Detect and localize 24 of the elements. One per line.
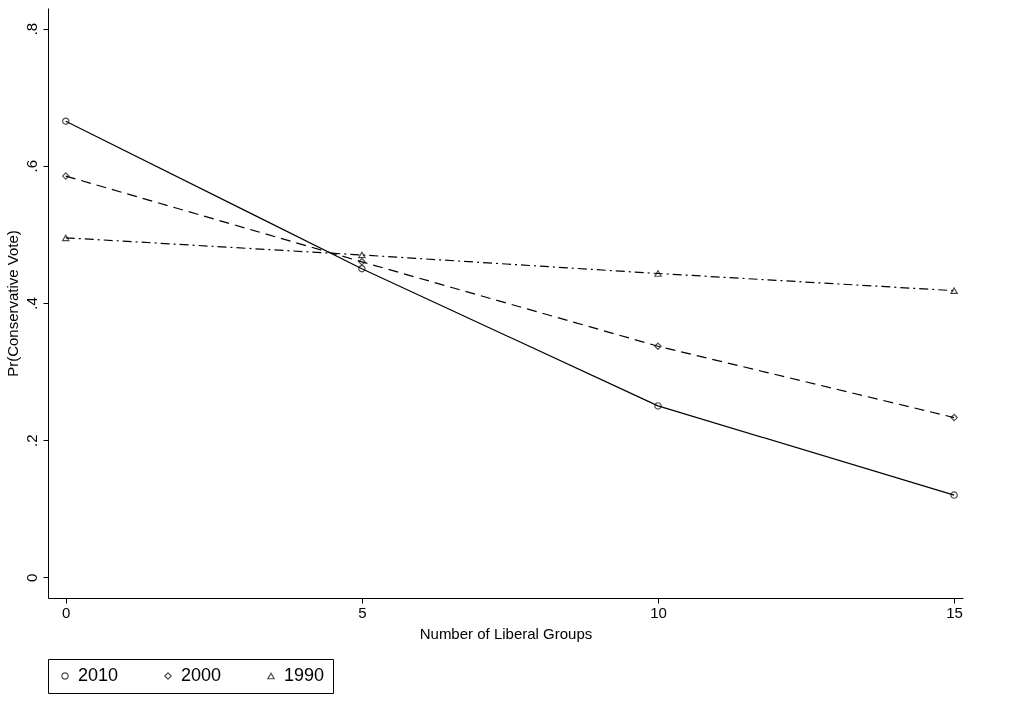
point: [358, 251, 366, 259]
x-tick-label: 10: [650, 603, 667, 621]
point: [950, 413, 958, 422]
y-axis-title: Pr(Conservative Vote): [3, 230, 21, 377]
x-tick-label: 15: [946, 603, 963, 621]
point: [358, 258, 366, 266]
legend-label: 2010: [78, 665, 119, 685]
y-tick-label: .8: [22, 22, 40, 36]
point: [62, 172, 70, 180]
y-tick-label: .4: [22, 297, 40, 310]
point: [62, 234, 70, 242]
x-axis-title: Number of Liberal Groups: [419, 624, 593, 642]
y-tick-label: .2: [22, 434, 40, 447]
point: [654, 402, 662, 410]
point: [358, 264, 366, 273]
legend-label: 1990: [284, 665, 325, 685]
point: [654, 342, 662, 350]
point: [654, 270, 662, 277]
y-tick-label: .6: [22, 160, 40, 173]
y-tick-label: 0: [22, 573, 40, 583]
x-tick-label: 5: [358, 603, 367, 621]
x-tick-label: 0: [62, 603, 71, 621]
legend-label: 2000: [181, 665, 222, 685]
point: [950, 287, 958, 294]
